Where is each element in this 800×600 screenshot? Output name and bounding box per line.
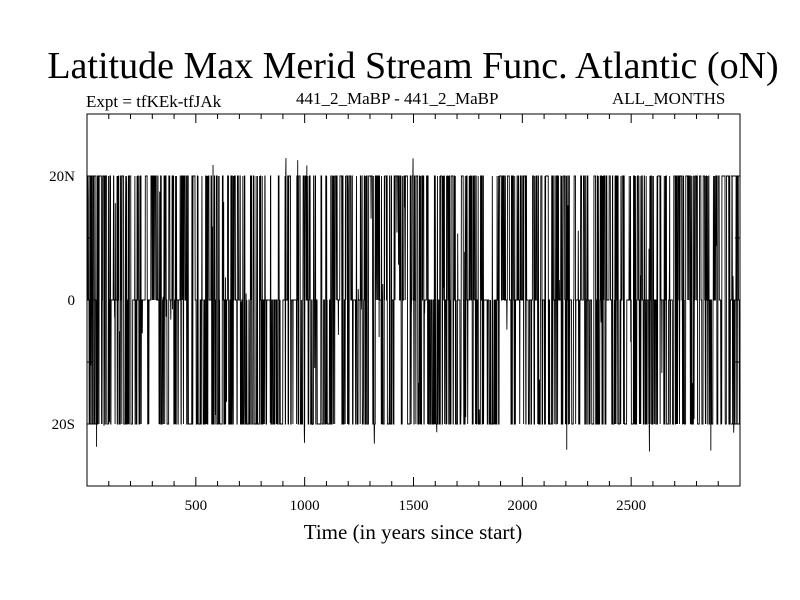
x-axis-label: Time (in years since start) xyxy=(304,520,523,544)
x-tick-label: 1500 xyxy=(399,498,429,514)
x-tick-label: 2000 xyxy=(507,498,537,514)
chart-title: Latitude Max Merid Stream Func. Atlantic… xyxy=(47,45,779,87)
x-tick-label: 2500 xyxy=(616,498,646,514)
series-layer xyxy=(87,158,740,452)
y-tick-label: 20S xyxy=(52,417,75,433)
experiment-label: Expt = tfKEk-tfJAk xyxy=(86,92,222,111)
months-label: ALL_MONTHS xyxy=(612,89,726,108)
series-0-line xyxy=(87,158,740,452)
y-tick-label: 0 xyxy=(68,293,76,309)
y-tick-label: 20N xyxy=(49,169,75,185)
x-tick-label: 1000 xyxy=(290,498,320,514)
run-label: 441_2_MaBP - 441_2_MaBP xyxy=(296,89,499,108)
axes-layer: 500 1000 1500 2000 2500 20S 0 20N xyxy=(49,113,741,514)
x-tick-label: 500 xyxy=(185,498,208,514)
